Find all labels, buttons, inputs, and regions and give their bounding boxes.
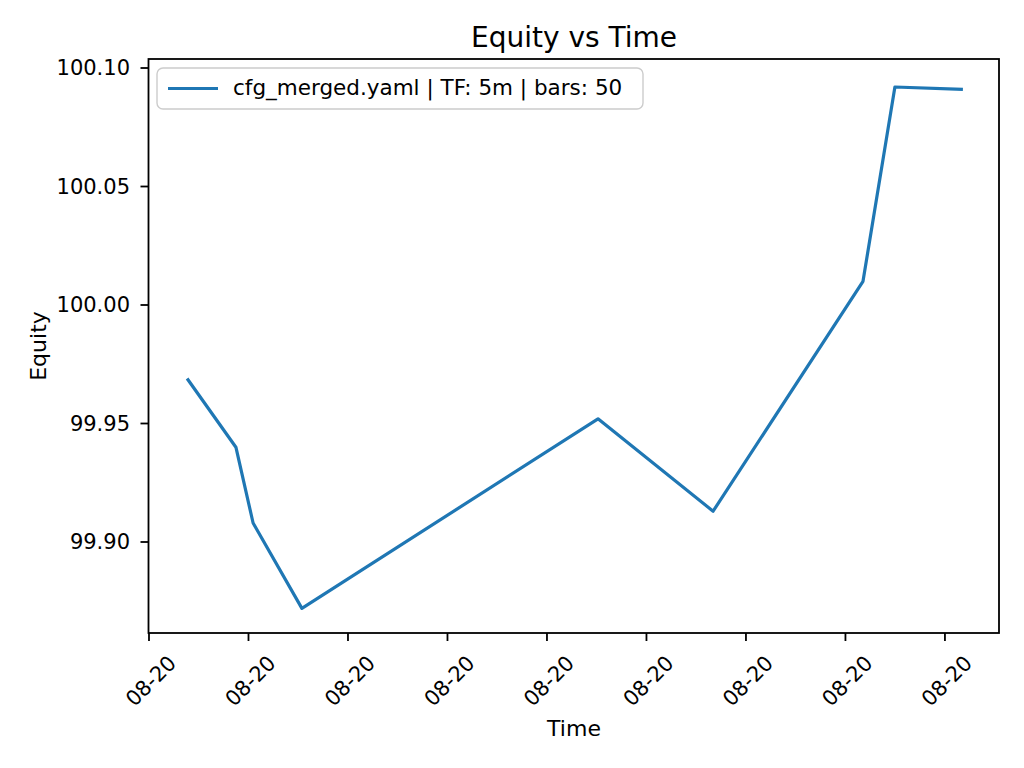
y-axis-ticks: 99.90 99.95 100.00 100.05 100.10 <box>57 56 149 554</box>
x-tick-label: 08-20 <box>718 651 778 711</box>
x-tick-label: 08-20 <box>419 651 479 711</box>
y-tick-label: 99.95 <box>70 412 130 436</box>
x-tick-label: 08-20 <box>618 651 678 711</box>
x-tick-label: 08-20 <box>320 651 380 711</box>
y-tick-label: 99.90 <box>70 530 130 554</box>
equity-line <box>187 87 963 608</box>
y-axis-label: Equity <box>26 311 51 381</box>
x-tick-label: 08-20 <box>220 651 280 711</box>
x-tick-label: 08-20 <box>519 651 579 711</box>
chart-canvas: 99.9099.95100.00100.05100.10 08-2008-200… <box>0 0 1024 768</box>
legend: cfg_merged.yaml | TF: 5m | bars: 50 <box>157 68 643 109</box>
figure: 99.9099.95100.00100.05100.10 08-2008-200… <box>0 0 1024 768</box>
x-axis-ticks: 08-20 08-20 08-20 08-20 08-20 08-20 08-20 08-20… <box>121 633 977 711</box>
plot-border <box>149 59 1000 633</box>
y-tick-label: 100.05 <box>57 175 130 199</box>
y-tick-label: 100.00 <box>57 293 130 317</box>
chart-title: Equity vs Time <box>471 21 677 54</box>
y-tick-label: 100.10 <box>57 56 130 80</box>
x-tick-label: 08-20 <box>817 651 877 711</box>
x-tick-label: 08-20 <box>121 651 181 711</box>
x-tick-label: 08-20 <box>917 651 977 711</box>
legend-label: cfg_merged.yaml | TF: 5m | bars: 50 <box>233 75 622 101</box>
x-axis-label: Time <box>546 716 601 741</box>
